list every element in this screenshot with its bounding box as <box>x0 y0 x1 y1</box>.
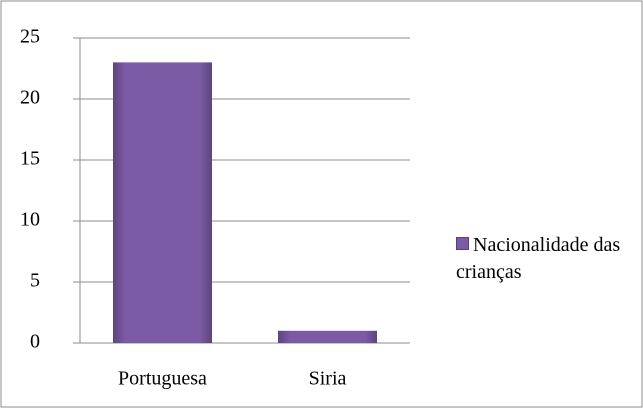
bar-shade <box>278 330 377 343</box>
legend-swatch <box>456 237 469 250</box>
x-tick-label: Siria <box>309 368 347 390</box>
y-tick-label: 10 <box>20 209 40 231</box>
y-tick-label: 5 <box>30 270 40 292</box>
x-tick-label: Portuguesa <box>118 368 207 390</box>
y-tick-label: 20 <box>20 87 40 109</box>
legend-label: Nacionalidade das crianças <box>456 234 621 283</box>
y-tick-label: 0 <box>30 331 40 353</box>
y-tick-label: 15 <box>20 148 40 170</box>
legend: Nacionalidade das crianças <box>456 232 626 286</box>
y-tick-label: 25 <box>20 26 40 48</box>
bar-shade <box>113 62 212 344</box>
